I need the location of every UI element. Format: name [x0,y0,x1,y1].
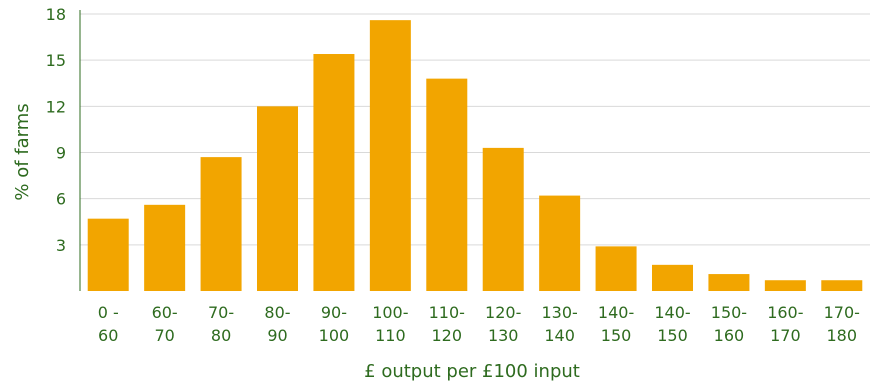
x-tick-label: 170- 180 [824,303,860,345]
y-tick-label: 12 [46,97,66,116]
x-tick-label-line: 60- [152,303,178,322]
bar-6 [426,78,468,291]
x-tick-label-line: 140- [654,303,690,322]
x-tick-label-line: 150 [657,326,688,345]
bar-4 [313,54,355,292]
x-tick-label-line: 70 [154,326,174,345]
x-tick-label-line: 100 [319,326,350,345]
bars [87,20,863,292]
x-tick-label: 60-70 [152,303,178,345]
x-tick-label-line: 170- [824,303,860,322]
bar-7 [482,147,524,291]
x-tick-label-line: 110- [429,303,465,322]
x-tick-label-line: 140- [598,303,634,322]
x-tick-label: 80-90 [264,303,290,345]
gridlines [80,13,870,246]
bar-9 [595,246,637,291]
x-tick-label: 120- 130 [485,303,521,345]
bar-0 [87,218,129,291]
x-tick-labels: 0 -6060-7070-8080-9090-100100-110110-120… [98,303,860,345]
x-tick-label: 100- 110 [372,303,408,345]
bar-8 [539,195,581,291]
x-tick-label-line: 160 [714,326,745,345]
x-tick-label-line: 70- [208,303,234,322]
y-axis-title: % of farms [12,103,33,200]
x-tick-label-line: 150 [601,326,632,345]
x-tick-label: 0 -60 [98,303,119,345]
x-tick-label-line: 170 [770,326,801,345]
x-tick-label: 130- 140 [541,303,577,345]
bar-3 [257,106,298,291]
x-tick-label-line: 80- [264,303,290,322]
x-tick-label-line: 110 [375,326,406,345]
x-tick-label-line: 130 [488,326,519,345]
x-tick-label: 140- 150 [598,303,634,345]
x-tick-label-line: 150- [711,303,747,322]
bar-10 [652,264,693,291]
y-tick-label: 9 [56,144,66,163]
x-tick-label-line: 90 [267,326,287,345]
bar-11 [708,274,750,291]
x-tick-label-line: 120- [485,303,521,322]
x-tick-label-line: 140 [544,326,575,345]
y-tick-label: 6 [56,190,66,209]
y-tick-labels: 3 6 9 12 15 18 [46,5,66,255]
y-tick-label: 3 [56,236,66,255]
bar-1 [144,204,186,291]
x-tick-label: 150- 160 [711,303,747,345]
x-tick-label-line: 100- [372,303,408,322]
x-tick-label-line: 0 - [98,303,119,322]
x-tick-label-line: 80 [211,326,231,345]
x-tick-label-line: 120 [432,326,463,345]
x-tick-label-line: 130- [541,303,577,322]
x-tick-label-line: 90- [321,303,347,322]
bar-2 [200,157,242,291]
x-tick-label: 90-100 [319,303,350,345]
y-tick-label: 18 [46,5,66,24]
x-tick-label-line: 180 [827,326,858,345]
y-tick-label: 15 [46,51,66,70]
bar-5 [369,20,411,292]
x-tick-label-line: 160- [767,303,803,322]
x-tick-label: 160- 170 [767,303,803,345]
x-tick-label: 140- 150 [654,303,690,345]
x-axis-title: £ output per £100 input [364,361,580,382]
bar-12 [764,280,806,291]
x-tick-label-line: 60 [98,326,118,345]
x-tick-label: 70-80 [208,303,234,345]
x-tick-label: 110- 120 [429,303,465,345]
bar-13 [821,280,863,291]
